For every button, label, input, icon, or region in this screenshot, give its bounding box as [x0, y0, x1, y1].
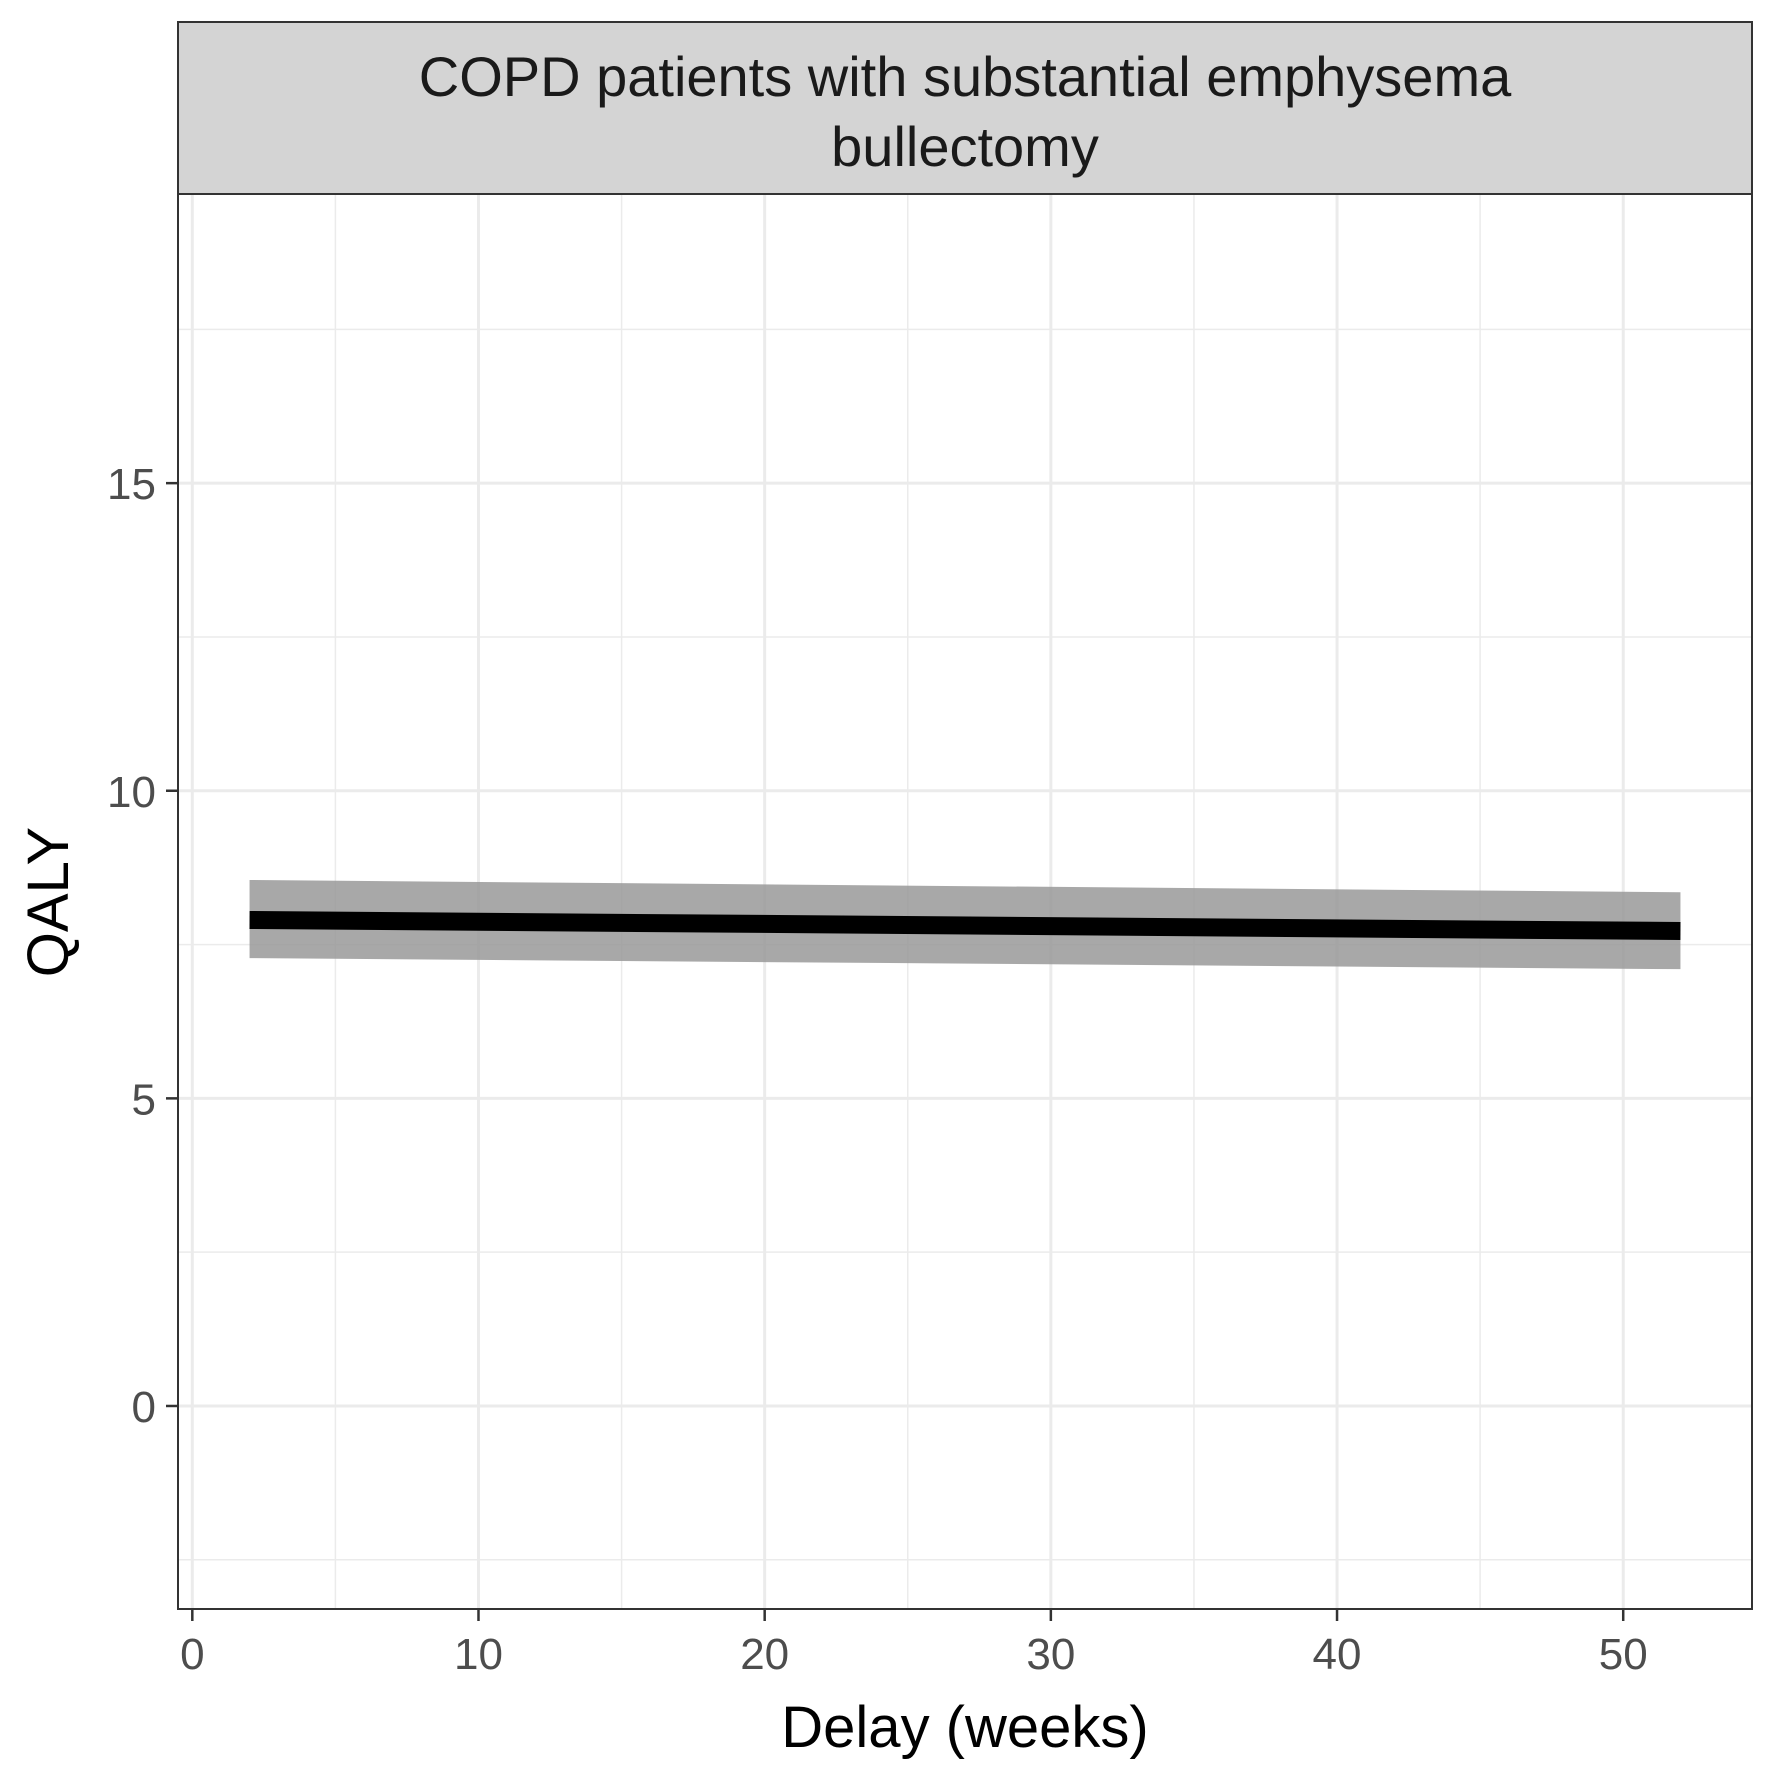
- y-tick-label: 0: [132, 1383, 156, 1432]
- x-tick-label: 20: [740, 1630, 789, 1679]
- x-tick-label: 50: [1599, 1630, 1648, 1679]
- series-line: [249, 910, 1681, 941]
- facet-title-line-2: bullectomy: [831, 115, 1099, 178]
- y-tick-label: 5: [132, 1075, 156, 1124]
- y-tick-label: 10: [107, 768, 156, 817]
- x-tick-label: 40: [1313, 1630, 1362, 1679]
- x-axis-title: Delay (weeks): [781, 1695, 1148, 1760]
- series-layer: [249, 879, 1681, 970]
- y-tick-label: 15: [107, 460, 156, 509]
- y-axis: 0 5 10 15: [107, 460, 178, 1432]
- x-tick-label: 30: [1026, 1630, 1075, 1679]
- facet-title-line-1: COPD patients with substantial emphysema: [419, 45, 1512, 108]
- x-tick-label: 0: [180, 1630, 204, 1679]
- x-tick-label: 10: [454, 1630, 503, 1679]
- x-axis: 0 10 20 30 40 50: [180, 1609, 1648, 1679]
- y-axis-title: QALY: [16, 827, 81, 977]
- panel-border: [177, 193, 1753, 1610]
- facet-strip: [177, 21, 1753, 195]
